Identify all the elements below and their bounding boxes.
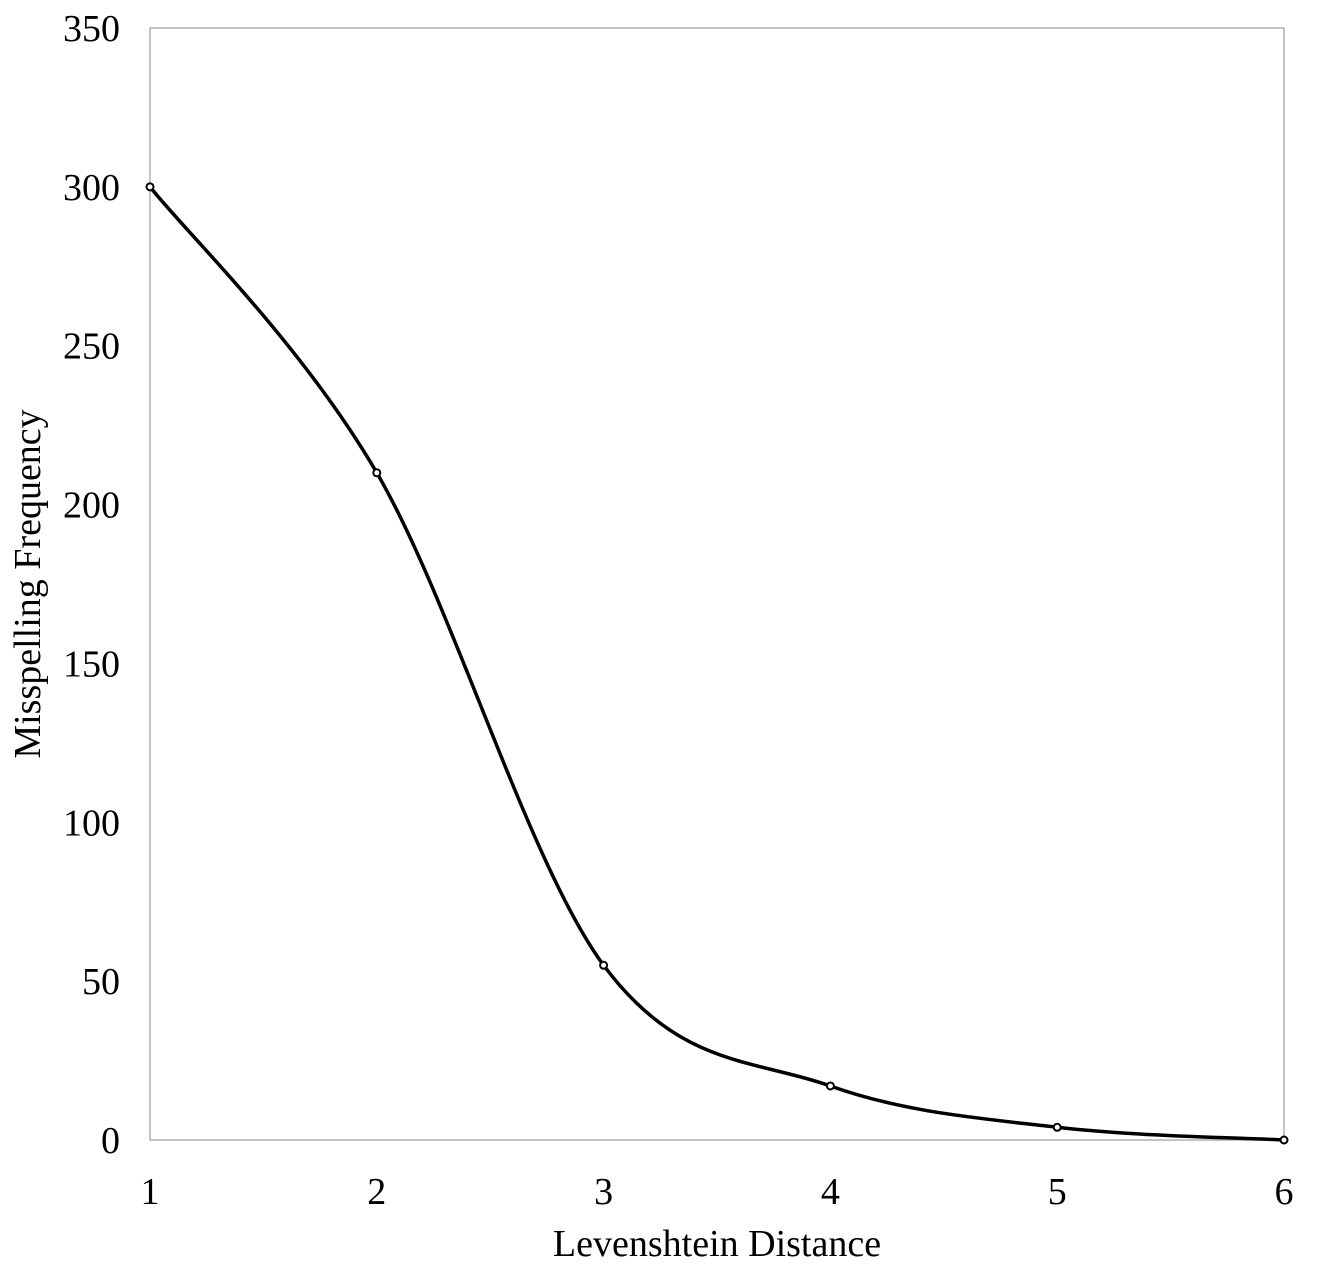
plot-area-frame <box>149 27 1285 1141</box>
y-axis-title: Misspelling Frequency <box>7 409 49 758</box>
y-tick-label: 350 <box>63 8 120 50</box>
data-point <box>825 1081 835 1091</box>
x-tick-label: 3 <box>594 1171 613 1213</box>
data-point <box>599 960 609 970</box>
x-axis-title: Levenshtein Distance <box>553 1223 881 1265</box>
y-tick-label: 200 <box>63 485 120 527</box>
x-tick-label: 5 <box>1048 1171 1067 1213</box>
y-tick-label: 150 <box>63 643 120 685</box>
series-line <box>148 185 1285 1142</box>
x-tick-label: 4 <box>821 1171 840 1213</box>
y-tick-label: 100 <box>63 802 120 844</box>
data-markers <box>145 182 1289 1145</box>
data-point <box>372 468 382 478</box>
x-tick-label: 1 <box>141 1171 160 1213</box>
y-axis: 0 50 100 150 200 250 300 350 <box>63 8 120 1162</box>
y-tick-label: 300 <box>63 167 120 209</box>
y-tick-label: 250 <box>63 326 120 368</box>
x-axis: 1 2 3 4 5 6 <box>141 1171 1294 1213</box>
data-point <box>1279 1135 1289 1145</box>
data-point <box>1052 1122 1062 1132</box>
y-tick-label: 50 <box>82 961 120 1003</box>
data-point <box>145 182 155 192</box>
x-tick-label: 2 <box>367 1171 386 1213</box>
y-tick-label: 0 <box>101 1120 120 1162</box>
x-tick-label: 6 <box>1275 1171 1294 1213</box>
